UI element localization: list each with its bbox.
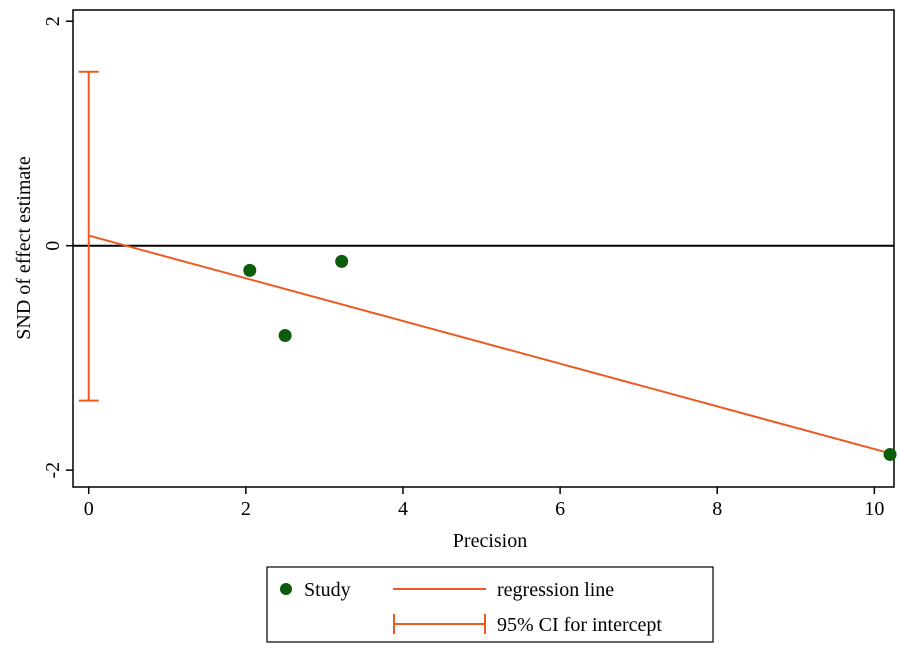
y-axis: -2 0 2 (42, 16, 73, 479)
data-points (243, 254, 897, 461)
x-tick-label-2: 4 (398, 498, 408, 520)
x-tick-label-3: 6 (555, 498, 565, 520)
legend-ci-label: 95% CI for intercept (497, 614, 662, 636)
legend-study-label: Study (304, 579, 351, 601)
x-axis: 0 2 4 6 8 10 (84, 487, 884, 520)
x-tick-label-1: 2 (241, 498, 251, 520)
legend-regression-label: regression line (497, 579, 614, 601)
regression-line-layer (88, 234, 891, 455)
regression-line (88, 234, 891, 455)
x-tick-label-5: 10 (864, 498, 884, 520)
y-tick-label-2: 2 (42, 16, 64, 26)
x-tick-label-0: 0 (84, 498, 94, 520)
study-point-2 (278, 328, 292, 342)
y-tick-label-0: -2 (42, 462, 64, 479)
y-tick-label-1: 0 (42, 241, 64, 251)
legend-study-marker (280, 583, 292, 595)
plot-border (72, 9, 895, 488)
study-point-1 (243, 263, 257, 277)
legend-box (266, 566, 714, 643)
y-axis-title: SND of effect estimate (13, 156, 35, 340)
plot-area (72, 9, 895, 488)
x-tick-label-4: 8 (712, 498, 722, 520)
study-point-4 (883, 447, 897, 461)
x-axis-title: Precision (453, 530, 527, 552)
legend: Study regression line 95% CI for interce… (266, 566, 714, 643)
legend-ci-swatch (393, 614, 486, 634)
study-point-3 (335, 254, 349, 268)
